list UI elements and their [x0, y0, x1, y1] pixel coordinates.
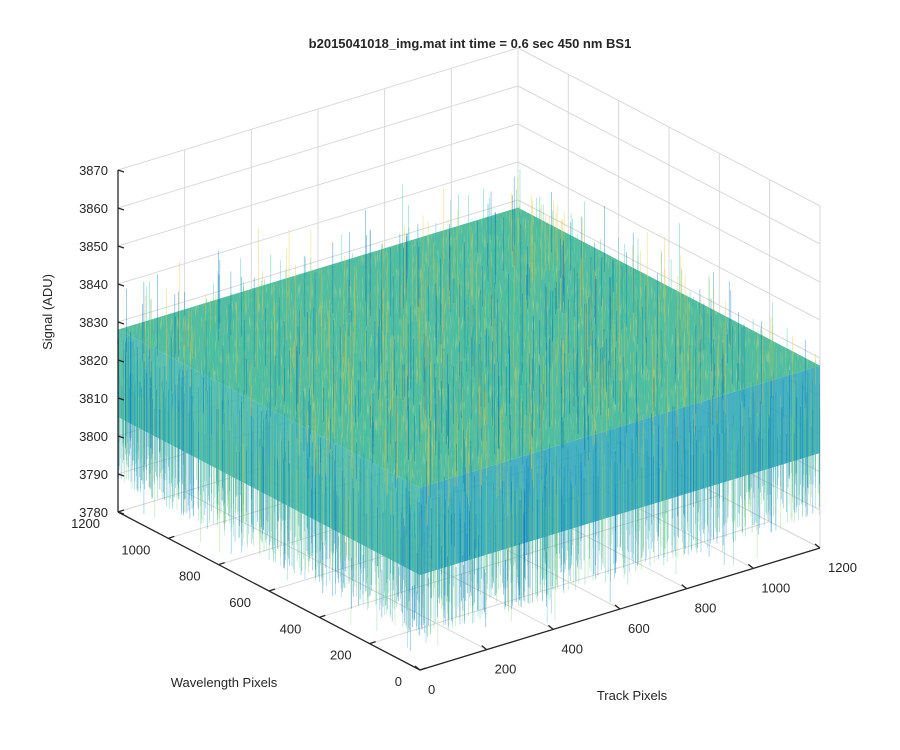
z-tick-label: 3860 [79, 201, 108, 216]
z-tick-label: 3780 [79, 505, 108, 520]
z-tick-mark [117, 397, 125, 401]
x-tick-mark [814, 543, 821, 549]
x-tick-label: 0 [428, 682, 435, 697]
wall-grid-line-zx [117, 123, 519, 247]
y-axis-label: Wavelength Pixels [171, 675, 278, 690]
x-tick-mark [614, 604, 621, 610]
x-tick-mark [547, 624, 554, 630]
y-tick-label: 1000 [121, 542, 150, 557]
wall-grid-line-zy [517, 123, 821, 283]
y-tick-label: 800 [179, 569, 201, 584]
z-tick-label: 3840 [79, 277, 108, 292]
z-tick-mark [117, 207, 125, 211]
x-tick-label: 1000 [761, 580, 790, 595]
z-tick-mark [117, 283, 125, 287]
wall-grid-line-zy [517, 47, 821, 207]
x-tick-mark [747, 563, 754, 569]
z-tick-label: 3800 [79, 429, 108, 444]
axes [117, 169, 821, 671]
x-tick-label: 1200 [828, 560, 857, 575]
chart-title: b2015041018_img.mat int time = 0.6 sec 4… [309, 36, 632, 51]
z-tick-label: 3870 [79, 163, 108, 178]
z-tick-label: 3810 [79, 391, 108, 406]
wall-grid-line-zx [117, 161, 519, 285]
y-tick-mark [369, 641, 376, 645]
wall-grid-line-zx [117, 85, 519, 209]
y-tick-label: 600 [229, 595, 251, 610]
x-tick-mark [681, 584, 688, 590]
z-tick-mark [117, 169, 125, 173]
z-tick-mark [117, 511, 125, 515]
y-tick-label: 0 [395, 674, 402, 689]
wall-grid-line-zy [517, 199, 821, 359]
x-tick-mark [414, 665, 421, 671]
y-tick-mark [419, 667, 427, 671]
wall-grid-line-zy [517, 85, 821, 245]
surface-mesh [118, 169, 821, 651]
x-tick-mark [481, 645, 488, 651]
x-tick-label: 800 [695, 601, 717, 616]
y-tick-mark [268, 588, 276, 592]
wall-grid-line-zy [517, 161, 821, 321]
floor-grid-line-y [369, 521, 770, 645]
z-tick-label: 3820 [79, 353, 108, 368]
z-tick-mark [117, 245, 125, 249]
z-axis-label: Signal (ADU) [40, 274, 55, 350]
z-tick-label: 3850 [79, 239, 108, 254]
x-tick-label: 400 [561, 641, 583, 656]
z-tick-label: 3790 [79, 467, 108, 482]
z-tick-label: 3830 [79, 315, 108, 330]
wall-grid-line-zx [117, 47, 519, 171]
x-tick-label: 200 [495, 662, 517, 677]
y-tick-label: 400 [280, 621, 302, 636]
y-tick-label: 200 [330, 648, 352, 663]
x-axis-label: Track Pixels [597, 688, 668, 703]
y-tick-mark [168, 535, 175, 539]
tick-labels: 0 200 400 600 800 1000 1200 0 200 400 600 800 1000 12… [71, 163, 857, 697]
y-tick-mark [319, 614, 326, 618]
z-tick-mark [117, 359, 125, 363]
z-tick-mark [117, 435, 125, 439]
z-tick-mark [117, 473, 125, 477]
z-tick-mark [117, 321, 125, 325]
x-tick-label: 600 [628, 621, 650, 636]
y-tick-label: 1200 [71, 516, 100, 531]
y-tick-mark [218, 562, 225, 566]
